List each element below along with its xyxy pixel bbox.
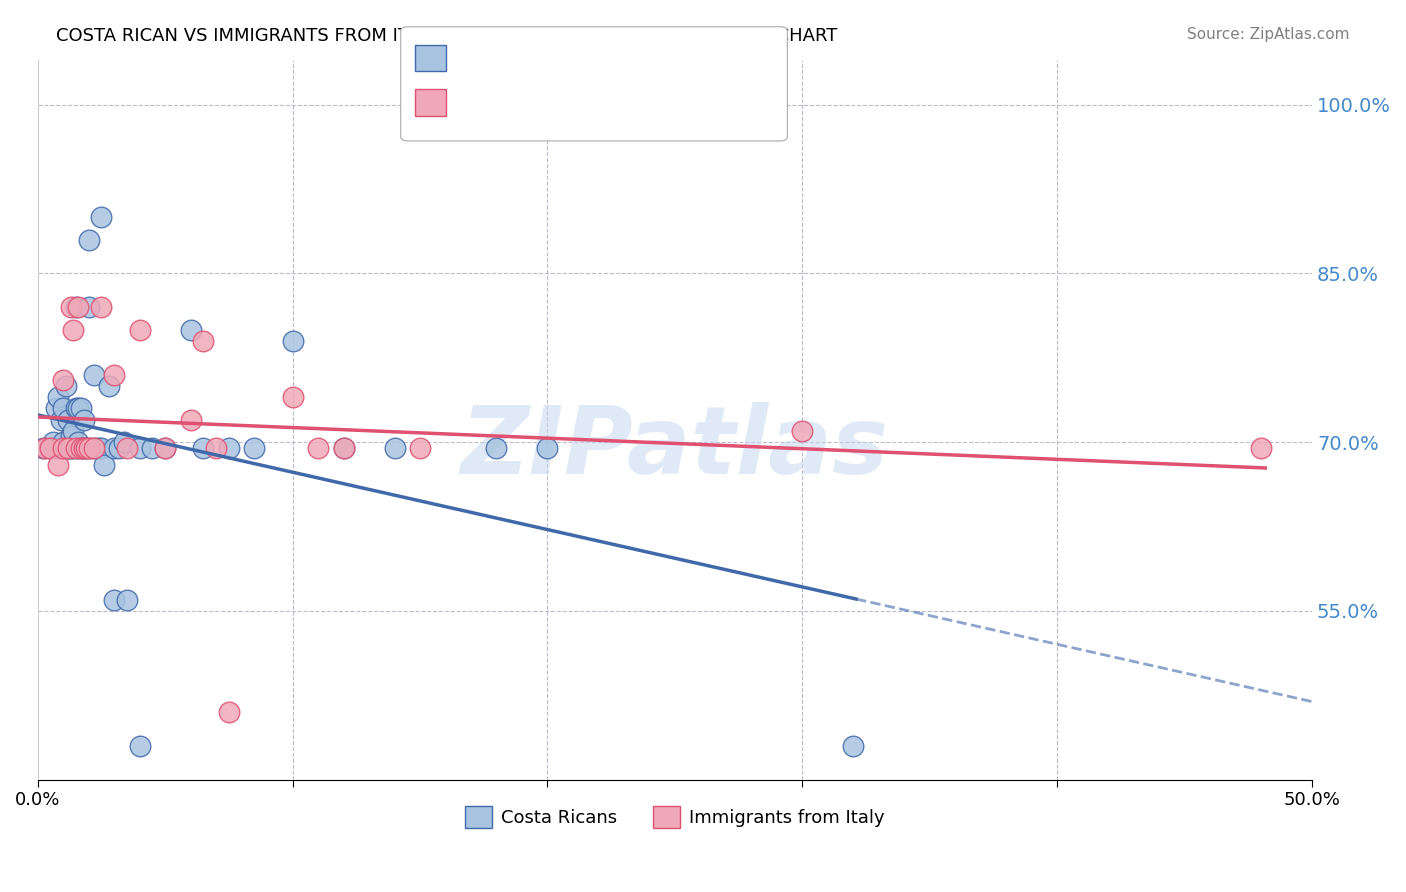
Point [332, 441, 354, 455]
Point [44, 401, 66, 416]
Point [67, 441, 90, 455]
Text: COSTA RICAN VS IMMIGRANTS FROM ITALY FAMILY HOUSEHOLDS CORRELATION CHART: COSTA RICAN VS IMMIGRANTS FROM ITALY FAM… [56, 27, 838, 45]
Text: Source: ZipAtlas.com: Source: ZipAtlas.com [1187, 27, 1350, 42]
Point [52, 435, 75, 450]
Text: ZIPatlas: ZIPatlas [461, 401, 889, 494]
Point [70, 401, 93, 416]
Point [108, 441, 131, 455]
Point [67, 300, 90, 314]
Point [77, 233, 100, 247]
Point [34, 441, 56, 455]
Point [39, 441, 62, 455]
Point [83, 368, 105, 382]
Point [1250, 441, 1272, 455]
Point [58, 441, 80, 455]
Point [70, 441, 93, 455]
Point [72, 412, 94, 426]
Point [193, 441, 215, 455]
Point [46, 390, 69, 404]
Point [62, 424, 84, 438]
Point [59, 300, 82, 314]
Point [384, 441, 406, 455]
Point [485, 441, 508, 455]
Point [75, 441, 97, 455]
Point [42, 435, 65, 450]
Point [112, 435, 135, 450]
Point [31, 441, 53, 455]
Point [65, 441, 87, 455]
Point [103, 368, 125, 382]
Point [792, 424, 814, 438]
Point [115, 441, 138, 455]
Point [103, 592, 125, 607]
Point [205, 441, 228, 455]
Point [65, 300, 87, 314]
Point [77, 300, 100, 314]
Point [103, 441, 125, 455]
Text: R =  0.007   N = 30: R = 0.007 N = 30 [454, 95, 678, 114]
Point [128, 739, 150, 753]
Point [90, 441, 112, 455]
Point [128, 441, 150, 455]
Text: R = -0.080   N = 58: R = -0.080 N = 58 [454, 51, 678, 70]
Point [87, 441, 110, 455]
Point [153, 441, 176, 455]
Point [128, 323, 150, 337]
Point [115, 592, 138, 607]
Point [46, 458, 69, 472]
Point [332, 441, 354, 455]
Point [62, 323, 84, 337]
Point [75, 441, 97, 455]
Point [83, 441, 105, 455]
Point [281, 390, 304, 404]
Point [49, 441, 72, 455]
Point [52, 373, 75, 387]
Point [842, 739, 865, 753]
Point [59, 429, 82, 443]
Point [93, 458, 115, 472]
Point [52, 401, 75, 416]
Point [153, 441, 176, 455]
Point [180, 323, 202, 337]
Point [86, 441, 108, 455]
Point [77, 441, 100, 455]
Point [58, 441, 80, 455]
Point [67, 401, 90, 416]
Point [90, 210, 112, 224]
Point [90, 300, 112, 314]
Point [65, 401, 87, 416]
Point [180, 412, 202, 426]
Point [67, 435, 90, 450]
Point [59, 441, 82, 455]
Point [62, 441, 84, 455]
Legend: Costa Ricans, Immigrants from Italy: Costa Ricans, Immigrants from Italy [457, 799, 893, 836]
Point [243, 441, 266, 455]
Point [409, 441, 432, 455]
Point [55, 441, 77, 455]
Point [52, 441, 75, 455]
Point [80, 441, 103, 455]
Point [52, 441, 75, 455]
Point [307, 441, 329, 455]
Point [46, 441, 69, 455]
Point [281, 334, 304, 348]
Point [218, 441, 240, 455]
Point [70, 441, 93, 455]
Point [49, 412, 72, 426]
Point [39, 441, 62, 455]
Point [218, 705, 240, 719]
Point [98, 379, 121, 393]
Point [58, 412, 80, 426]
Point [193, 334, 215, 348]
Point [72, 441, 94, 455]
Point [55, 379, 77, 393]
Point [141, 441, 163, 455]
Point [72, 441, 94, 455]
Point [536, 441, 558, 455]
